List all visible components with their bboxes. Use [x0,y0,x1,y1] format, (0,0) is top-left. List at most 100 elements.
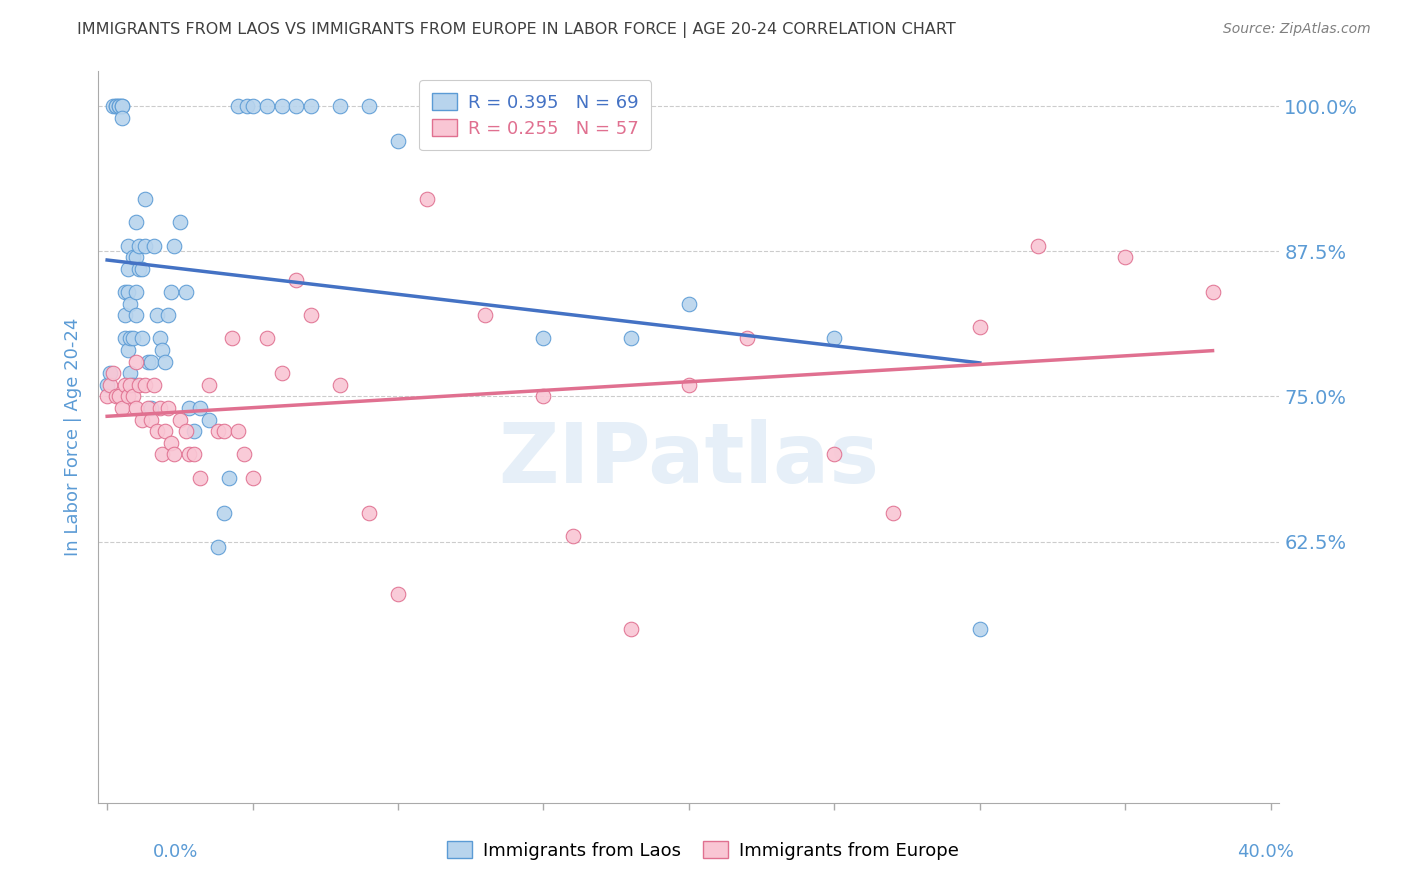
Point [120,377,142,392]
Point [1114,250,1136,264]
Point [387,587,409,601]
Point [232,448,254,462]
Point [114,331,136,345]
Point [1201,285,1223,299]
Point [117,261,139,276]
Point [98,377,121,392]
Point [117,389,139,403]
Point [131,412,153,426]
Point [148,331,170,345]
Point [242,471,264,485]
Point [122,250,145,264]
Point [142,377,165,392]
Point [139,412,162,426]
Point [111,111,134,125]
Point [139,401,162,415]
Point [163,448,186,462]
Point [969,622,991,636]
Point [104,99,127,113]
Point [136,401,159,415]
Point [561,529,583,543]
Point [117,343,139,357]
Point [125,401,148,415]
Point [131,331,153,345]
Point [256,99,278,113]
Point [256,331,278,345]
Legend: R = 0.395   N = 69, R = 0.255   N = 57: R = 0.395 N = 69, R = 0.255 N = 57 [419,80,651,151]
Point [270,99,292,113]
Point [96,377,118,392]
Point [122,389,145,403]
Point [226,424,249,438]
Point [152,448,174,462]
Point [134,377,156,392]
Point [188,471,211,485]
Point [104,99,127,113]
Point [177,401,200,415]
Point [299,99,322,113]
Point [155,354,177,368]
Point [145,424,167,438]
Point [122,331,145,345]
Point [207,541,229,555]
Point [212,424,235,438]
Text: IMMIGRANTS FROM LAOS VS IMMIGRANTS FROM EUROPE IN LABOR FORCE | AGE 20-24 CORREL: IMMIGRANTS FROM LAOS VS IMMIGRANTS FROM … [77,22,956,38]
Point [96,389,118,403]
Point [128,261,150,276]
Point [212,506,235,520]
Point [387,134,409,148]
Point [533,331,555,345]
Point [823,331,845,345]
Point [114,285,136,299]
Point [198,412,221,426]
Point [285,99,308,113]
Point [285,273,308,287]
Point [125,285,148,299]
Point [533,389,555,403]
Point [169,215,191,229]
Point [236,99,259,113]
Point [104,389,127,403]
Point [174,424,197,438]
Point [882,506,904,520]
Point [152,343,174,357]
Point [125,308,148,322]
Point [114,377,136,392]
Point [177,448,200,462]
Point [226,99,249,113]
Point [299,308,322,322]
Point [107,99,129,113]
Point [416,192,439,206]
Point [155,424,177,438]
Point [120,331,142,345]
Point [620,622,643,636]
Point [125,354,148,368]
Text: Source: ZipAtlas.com: Source: ZipAtlas.com [1223,22,1371,37]
Point [134,238,156,252]
Point [198,377,221,392]
Point [114,308,136,322]
Legend: Immigrants from Laos, Immigrants from Europe: Immigrants from Laos, Immigrants from Eu… [440,834,966,867]
Y-axis label: In Labor Force | Age 20-24: In Labor Force | Age 20-24 [65,318,83,557]
Point [125,215,148,229]
Point [218,471,240,485]
Point [188,401,211,415]
Point [160,285,183,299]
Point [139,354,162,368]
Point [131,261,153,276]
Point [101,366,124,380]
Point [242,99,264,113]
Point [357,506,380,520]
Point [329,99,352,113]
Point [169,412,191,426]
Text: 0.0%: 0.0% [153,843,198,861]
Point [444,99,467,113]
Point [678,296,700,310]
Point [107,99,129,113]
Point [117,238,139,252]
Point [111,99,134,113]
Point [101,99,124,113]
Point [823,448,845,462]
Point [163,238,186,252]
Point [120,296,142,310]
